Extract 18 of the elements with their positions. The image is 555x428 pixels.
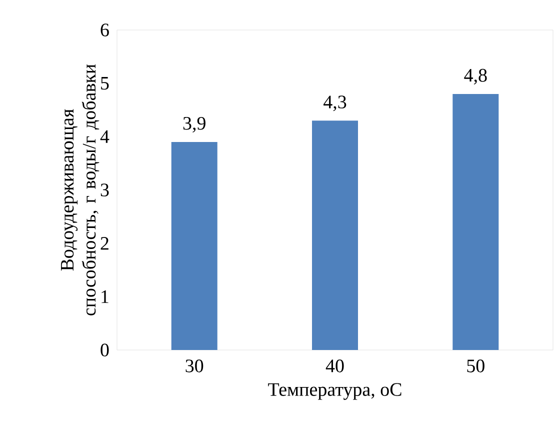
x-axis-title: Температура, оС [268, 383, 402, 400]
bar [312, 120, 358, 350]
data-label: 4,8 [464, 68, 487, 84]
x-tick-label: 30 [186, 360, 204, 372]
y-tick-label: 1 [102, 290, 108, 303]
data-label: 4,3 [324, 96, 346, 112]
y-axis-title: Водоудерживающая способность, г воды/г добавки [61, 64, 100, 316]
x-tick-label: 40 [326, 360, 344, 372]
y-tick-label: 2 [100, 237, 108, 250]
y-tick-label: 3 [100, 184, 109, 196]
y-tick-label: 4 [100, 130, 110, 143]
y-tick-label: 6 [100, 24, 109, 36]
bar [171, 142, 218, 350]
x-tick-label: 50 [467, 360, 484, 372]
data-label: 3,9 [183, 116, 206, 132]
bar [452, 94, 499, 350]
y-tick-label: 5 [101, 77, 109, 90]
y-tick-label: 0 [100, 344, 109, 356]
